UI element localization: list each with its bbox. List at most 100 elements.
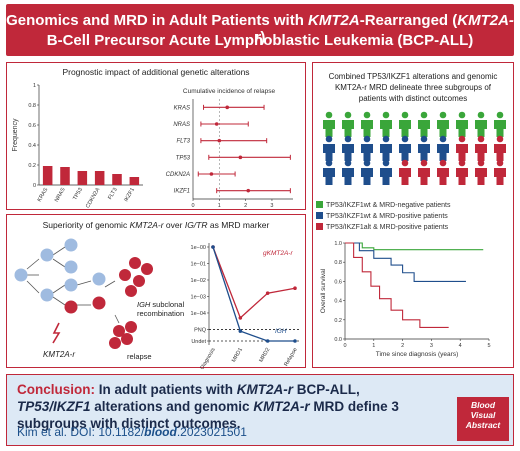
- person-body: [418, 120, 430, 137]
- forest-point-tp53: [238, 155, 243, 160]
- mrd-y-tick-label: PNQ: [194, 327, 207, 333]
- mrd-y-tick-label: 1e−02: [191, 278, 206, 284]
- person-head: [401, 159, 409, 167]
- person-icon: [380, 111, 392, 137]
- forest-x-tick-label: 1: [218, 203, 221, 209]
- cell-icon: [92, 272, 106, 286]
- person-icon: [475, 159, 487, 185]
- person-icon: [475, 135, 487, 161]
- person-icon: [437, 159, 449, 185]
- forest-label-nras: NRAS: [173, 122, 190, 128]
- forest-label-cdkn2a: CDKN2A: [166, 172, 190, 178]
- bar-y-tick-label: 0: [33, 183, 36, 189]
- person-head: [344, 111, 352, 119]
- person-icon: [418, 111, 430, 137]
- cell-icon: [14, 268, 28, 282]
- person-head: [420, 135, 428, 143]
- person-body: [380, 168, 392, 185]
- mrd-y-tick-label: Undet: [191, 339, 206, 345]
- person-body: [475, 144, 487, 161]
- person-head: [325, 159, 333, 167]
- person-icon: [475, 111, 487, 137]
- person-body: [494, 144, 506, 161]
- person-body: [323, 120, 335, 137]
- bar-y-tick-label: 0.6: [28, 123, 36, 129]
- person-icon: [342, 111, 354, 137]
- person-body: [418, 168, 430, 185]
- subclone-cell-icon: [141, 263, 153, 275]
- person-head: [496, 135, 504, 143]
- person-head: [325, 111, 333, 119]
- mrd-x-tick-label: MRD1: [231, 347, 244, 364]
- relapse-label: relapse: [127, 352, 152, 361]
- forest-label-ikzf1: IKZF1: [174, 189, 190, 195]
- person-body: [399, 168, 411, 185]
- km-x-tick-label: 0: [343, 343, 346, 349]
- km-y-tick-label: 0.6: [334, 279, 342, 285]
- bar-x-tick-label: TP53: [72, 187, 84, 201]
- forest-point-flt3: [217, 138, 222, 143]
- person-icon: [456, 135, 468, 161]
- person-body: [494, 120, 506, 137]
- km-x-tick-label: 4: [459, 343, 462, 349]
- person-body: [456, 168, 468, 185]
- mrd-marker-panel: Superiority of genomic KMT2A-r over IG/T…: [6, 214, 306, 369]
- forest-point-cdkn2a: [209, 172, 214, 176]
- mrd-x-tick-label: MRD2: [258, 347, 271, 364]
- person-head: [401, 111, 409, 119]
- blood-visual-abstract-badge: Blood Visual Abstract: [457, 397, 509, 441]
- mrd-x-tick-label: Relapse: [283, 347, 298, 367]
- conclusion-text: Conclusion: In adult patients with KMT2A…: [17, 382, 399, 431]
- bar-x-tick-label: IKZF1: [123, 187, 136, 203]
- subclone-cell-icon: [133, 275, 145, 287]
- header-title-line1: Genomics and MRD in Adult Patients with …: [6, 12, 514, 46]
- mrd-point: [293, 286, 297, 291]
- bar-y-tick-label: 0.4: [28, 143, 36, 149]
- citation: Kim et al. DOI: 10.1182/blood.2023021501: [17, 425, 247, 439]
- person-icon: [323, 111, 335, 137]
- leukemic-cell-icon: [64, 300, 78, 314]
- person-body: [342, 144, 354, 161]
- relapse-cell-icon: [109, 337, 121, 349]
- km-x-tick-label: 3: [430, 343, 433, 349]
- mrd-series-igh: [212, 246, 295, 342]
- recombination-label: recombination: [137, 309, 184, 318]
- person-head: [382, 135, 390, 143]
- mrd-y-tick-label: 1e−03: [191, 294, 206, 300]
- person-body: [437, 144, 449, 161]
- person-icon: [342, 135, 354, 161]
- person-body: [361, 120, 373, 137]
- person-head: [363, 135, 371, 143]
- subgroups-panel-title: Combined TP53/IKZF1 alterations and geno…: [328, 72, 498, 103]
- bar-y-axis-title: Frequency: [12, 118, 19, 152]
- bar-tp53: [77, 171, 88, 185]
- person-icon: [361, 111, 373, 137]
- person-head: [382, 111, 390, 119]
- person-head: [477, 159, 485, 167]
- person-body: [437, 120, 449, 137]
- bar-y-tick-label: 0.2: [28, 163, 36, 169]
- km-y-axis-title: Overall survival: [320, 268, 327, 313]
- km-chart: 0.0 0.2 0.4 0.6 0.8 1.0 0 1 2 3 4 5 Time since diagn…: [320, 241, 491, 358]
- person-icon: [361, 135, 373, 161]
- person-icon: [418, 159, 430, 185]
- mrd-y-tick-label: 1e−00: [191, 245, 206, 251]
- subclone-cell-icon: [119, 269, 131, 281]
- km-y-tick-label: 0.0: [334, 337, 342, 343]
- person-head: [363, 159, 371, 167]
- patient-icons: [323, 111, 506, 185]
- legend-item-green: TP53/IKZF1wt & MRD-negative patients: [316, 201, 451, 209]
- km-x-tick-label: 2: [401, 343, 404, 349]
- mrd-series-gkmt2a-r: [212, 246, 296, 320]
- person-body: [342, 168, 354, 185]
- bar-kras: [42, 166, 53, 185]
- person-icon: [494, 159, 506, 185]
- legend-item-red: TP53/IKZF1alt & MRD-positive patients: [316, 223, 448, 231]
- person-icon: [437, 135, 449, 161]
- person-icon: [418, 135, 430, 161]
- person-head: [458, 111, 466, 119]
- km-y-tick-label: 0.4: [334, 299, 342, 305]
- person-head: [496, 159, 504, 167]
